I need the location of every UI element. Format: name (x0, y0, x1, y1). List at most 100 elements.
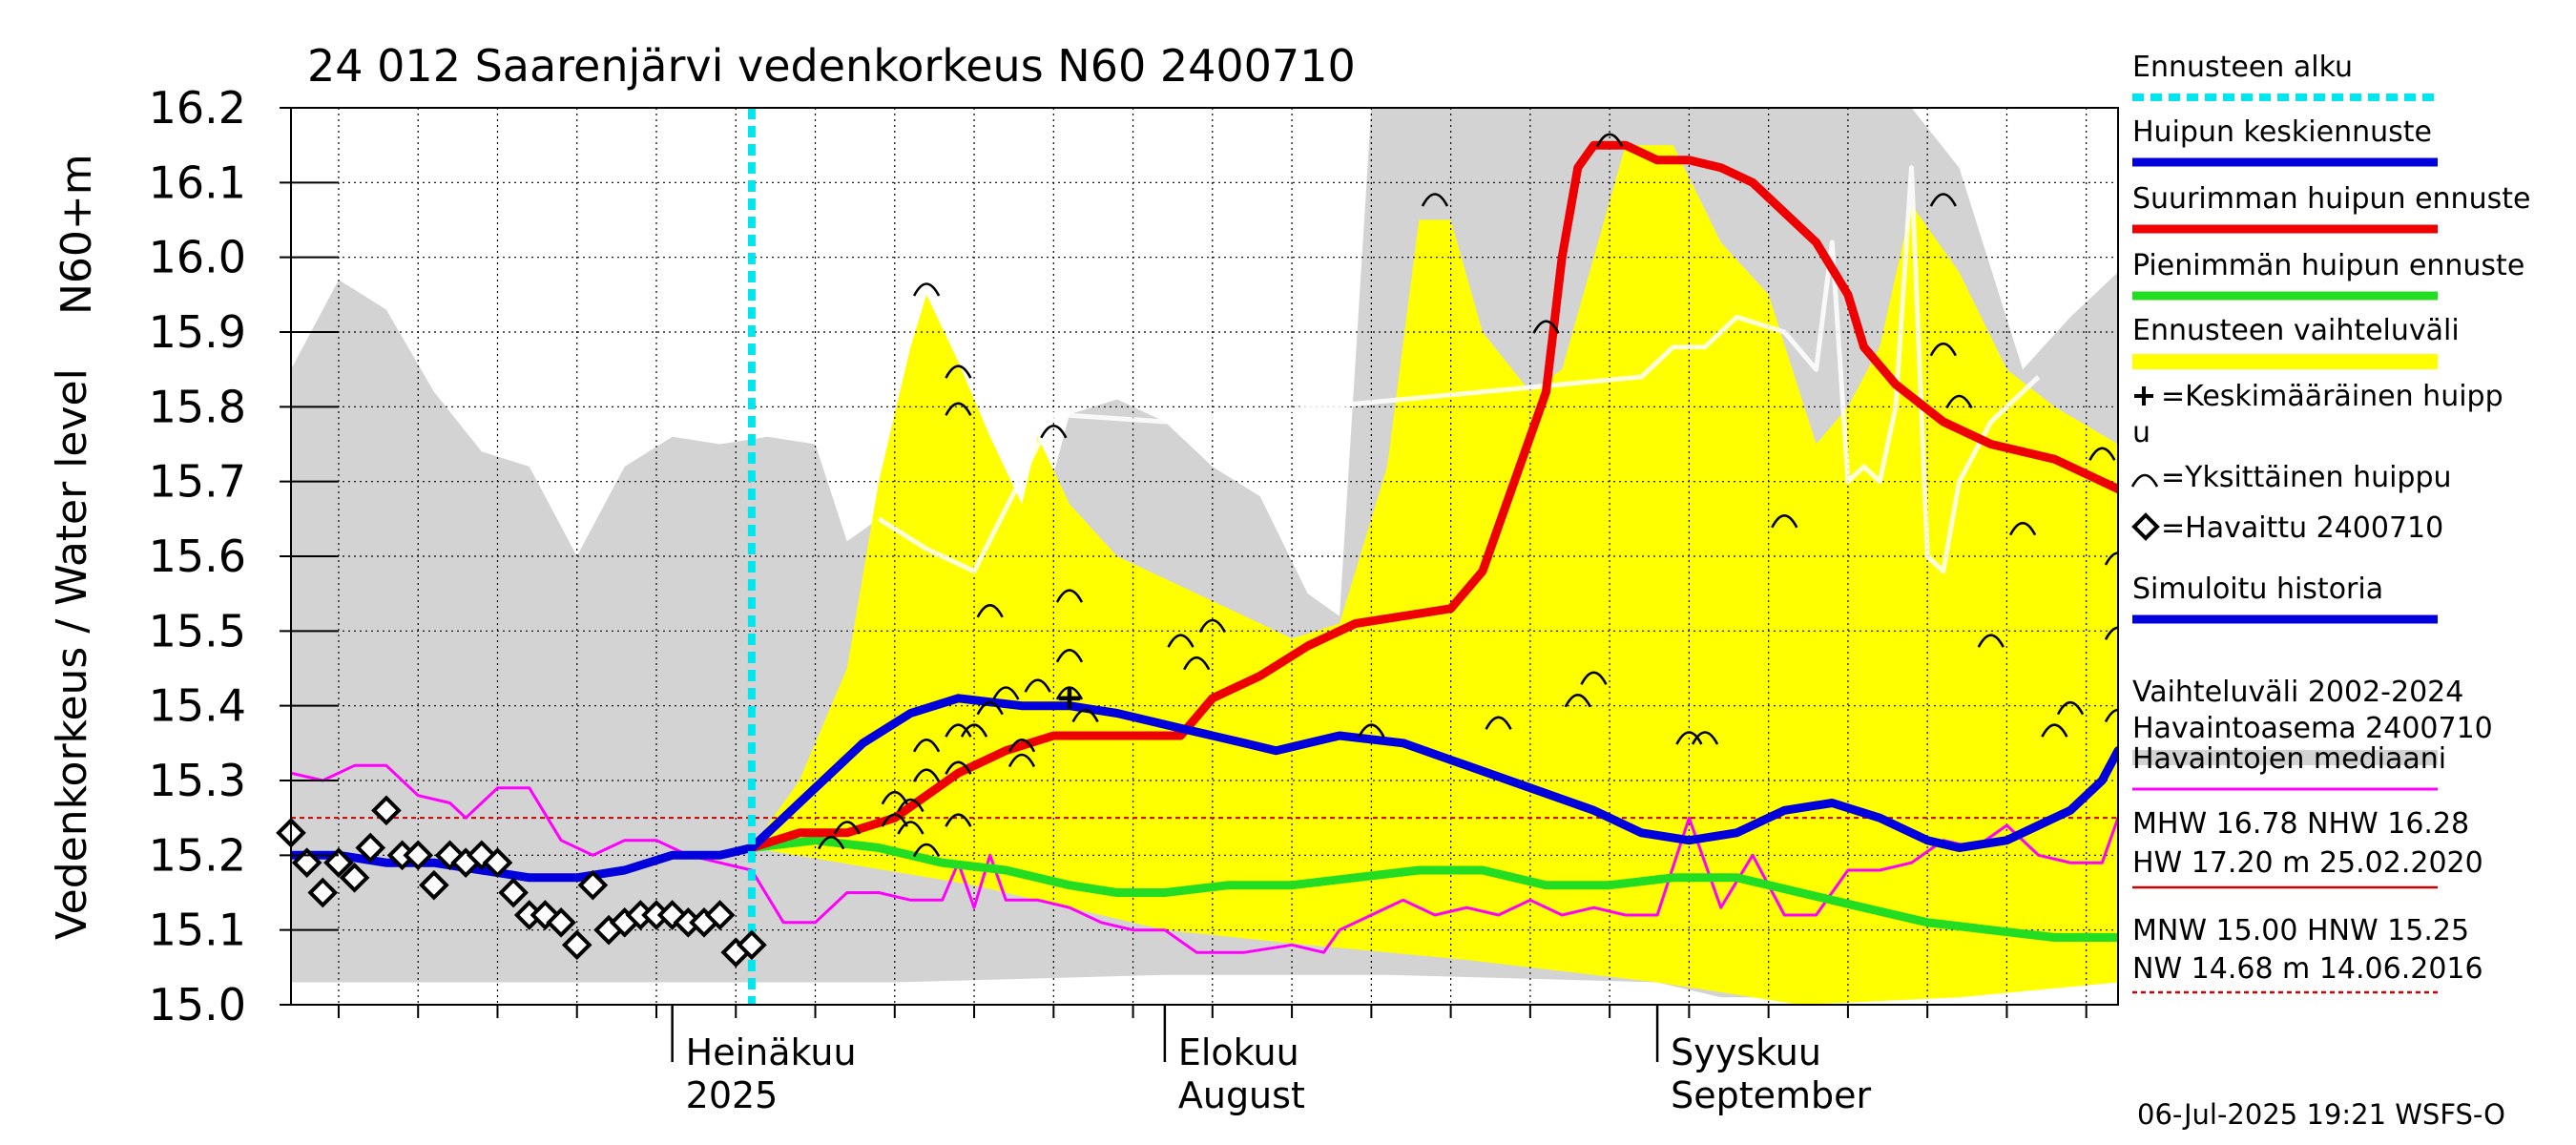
y-tick-label: 15.1 (149, 905, 246, 956)
individual-peak-marker (945, 813, 972, 827)
x-tick-label-month: Heinäkuu (686, 1031, 857, 1073)
individual-peak-marker (1040, 425, 1068, 439)
individual-peak-marker (976, 604, 1004, 618)
legend-mean-peak-marker-label: =Keskimääräinen huipp (2161, 380, 2503, 413)
observed-point (323, 847, 354, 878)
individual-peak-marker (1358, 723, 1385, 738)
individual-peak-marker (1055, 589, 1084, 603)
legend-min-peak-label: Pienimmän huipun ennuste (2132, 249, 2524, 282)
observed-point (419, 869, 449, 901)
y-tick-label: 15.3 (149, 755, 246, 806)
individual-peak-marker (976, 700, 1004, 716)
individual-peak-marker (912, 843, 941, 858)
legend-mean-peak-marker-symbol (2134, 386, 2153, 406)
x-tick-label-year: September (1671, 1074, 1871, 1116)
stats-line-1: MHW 16.78 NHW 16.28 (2132, 807, 2469, 841)
y-tick-label: 15.2 (149, 829, 246, 881)
legend-individual-peak-label: =Yksittäinen huippu (2161, 461, 2452, 494)
individual-peak-marker (960, 723, 988, 738)
observed-point (737, 929, 767, 961)
individual-peak-marker (912, 768, 941, 782)
observed-point (498, 877, 529, 908)
observed-point (291, 847, 322, 878)
observed-point (307, 877, 339, 908)
individual-peak-marker (1183, 656, 1211, 671)
individual-peak-marker (833, 821, 861, 835)
legend-simulated-history-label: Simuloitu historia (2132, 572, 2383, 606)
individual-peak-marker (1071, 708, 1099, 723)
legend-forecast-start-label: Ennusteen alku (2132, 51, 2353, 84)
individual-peak-marker (1055, 649, 1084, 663)
individual-peak-marker (2104, 552, 2118, 566)
observed-point (403, 840, 434, 871)
observed-point (482, 847, 513, 878)
stats-line-2: HW 17.20 m 25.02.2020 (2132, 846, 2483, 880)
observed-point (704, 900, 736, 930)
legend-forecast-range-label: Ennusteen vaihteluväli (2132, 314, 2460, 347)
individual-peak-marker (1008, 753, 1036, 768)
y-tick-label: 15.5 (149, 605, 246, 656)
individual-peak-marker (945, 723, 972, 738)
history-trace (877, 165, 2041, 574)
y-axis-label: Vedenkorkeus / Water level (48, 368, 96, 940)
individual-peak-marker (1485, 716, 1512, 730)
individual-peak-marker (1564, 694, 1591, 708)
forecast-range-area (751, 145, 2118, 1005)
forecast-range-band (751, 145, 2118, 1005)
statistics: MHW 16.78 NHW 16.28 HW 17.20 m 25.02.2020… (2132, 807, 2483, 994)
y-tick-label: 15.9 (149, 306, 246, 358)
individual-peak-marker (1945, 394, 1973, 409)
individual-peak-marker (2041, 723, 2068, 738)
legend-historical-range-label: Vaihteluväli 2002-2024 (2132, 676, 2463, 709)
x-tick-label-year: 2025 (686, 1074, 779, 1116)
individual-peak-marker (945, 760, 972, 775)
legend-forecast-range-swatch (2132, 354, 2438, 369)
y-tick-label: 16.1 (149, 156, 246, 208)
y-axis: 15.0 15.1 15.2 15.3 15.4 15.5 15.6 15.7 15.8 15.9… (149, 82, 339, 1030)
y-tick-label: 16.2 (149, 82, 246, 134)
individual-peak-marker (818, 835, 845, 850)
individual-peak-marker (1024, 678, 1051, 693)
observed-point (577, 869, 609, 901)
observed-point (530, 900, 561, 930)
legend-mean-peak-marker-label-cont: u (2132, 416, 2150, 449)
individual-peak-marker (992, 686, 1020, 700)
y-tick-label: 15.6 (149, 531, 246, 582)
observed-point (339, 863, 370, 893)
individual-peak-marker (897, 798, 924, 813)
y-axis-unit-label: N60+m (52, 154, 101, 315)
observed-point (371, 795, 402, 826)
mean-peak-marker (1058, 687, 1080, 709)
individual-peak-marker (1675, 731, 1703, 745)
series-mean-peak (747, 694, 2118, 852)
individual-peak-marker (1691, 731, 1719, 745)
stats-line-1: MNW 15.00 HNW 15.25 (2132, 914, 2469, 947)
legend-observed-symbol (2131, 512, 2160, 541)
x-tick-label-year: August (1178, 1074, 1305, 1116)
x-tick-label-month: Syyskuu (1671, 1031, 1821, 1073)
y-tick-label: 15.8 (149, 381, 246, 432)
stats-line-2: NW 14.68 m 14.06.2016 (2132, 952, 2483, 986)
legend-observed-median-label: Havaintojen mediaani (2132, 742, 2446, 776)
y-tick-label: 16.0 (149, 232, 246, 283)
individual-peak-marker (1929, 193, 1957, 207)
legend-historical-range-swatch (2132, 750, 2438, 765)
individual-peak-marker (1055, 686, 1084, 700)
individual-peak-marker (912, 739, 941, 753)
y-tick-label: 15.0 (149, 979, 246, 1030)
individual-peak-marker (2008, 521, 2037, 536)
individual-peak-marker (945, 364, 972, 379)
series-max-peak (747, 140, 2118, 852)
observed-point (355, 832, 386, 864)
series-observed-median (291, 763, 2118, 954)
individual-peak-marker (1771, 514, 1798, 529)
legend-individual-peak-symbol (2130, 473, 2159, 488)
observed-point (561, 929, 592, 961)
legend-observed-label: =Havaittu 2400710 (2161, 511, 2443, 545)
individual-peak-marker (897, 821, 924, 835)
individual-peaks (818, 133, 2118, 858)
individual-peak-marker (1929, 342, 1957, 357)
chart-title: 24 012 Saarenjärvi vedenkorkeus N60 2400… (307, 40, 1356, 92)
